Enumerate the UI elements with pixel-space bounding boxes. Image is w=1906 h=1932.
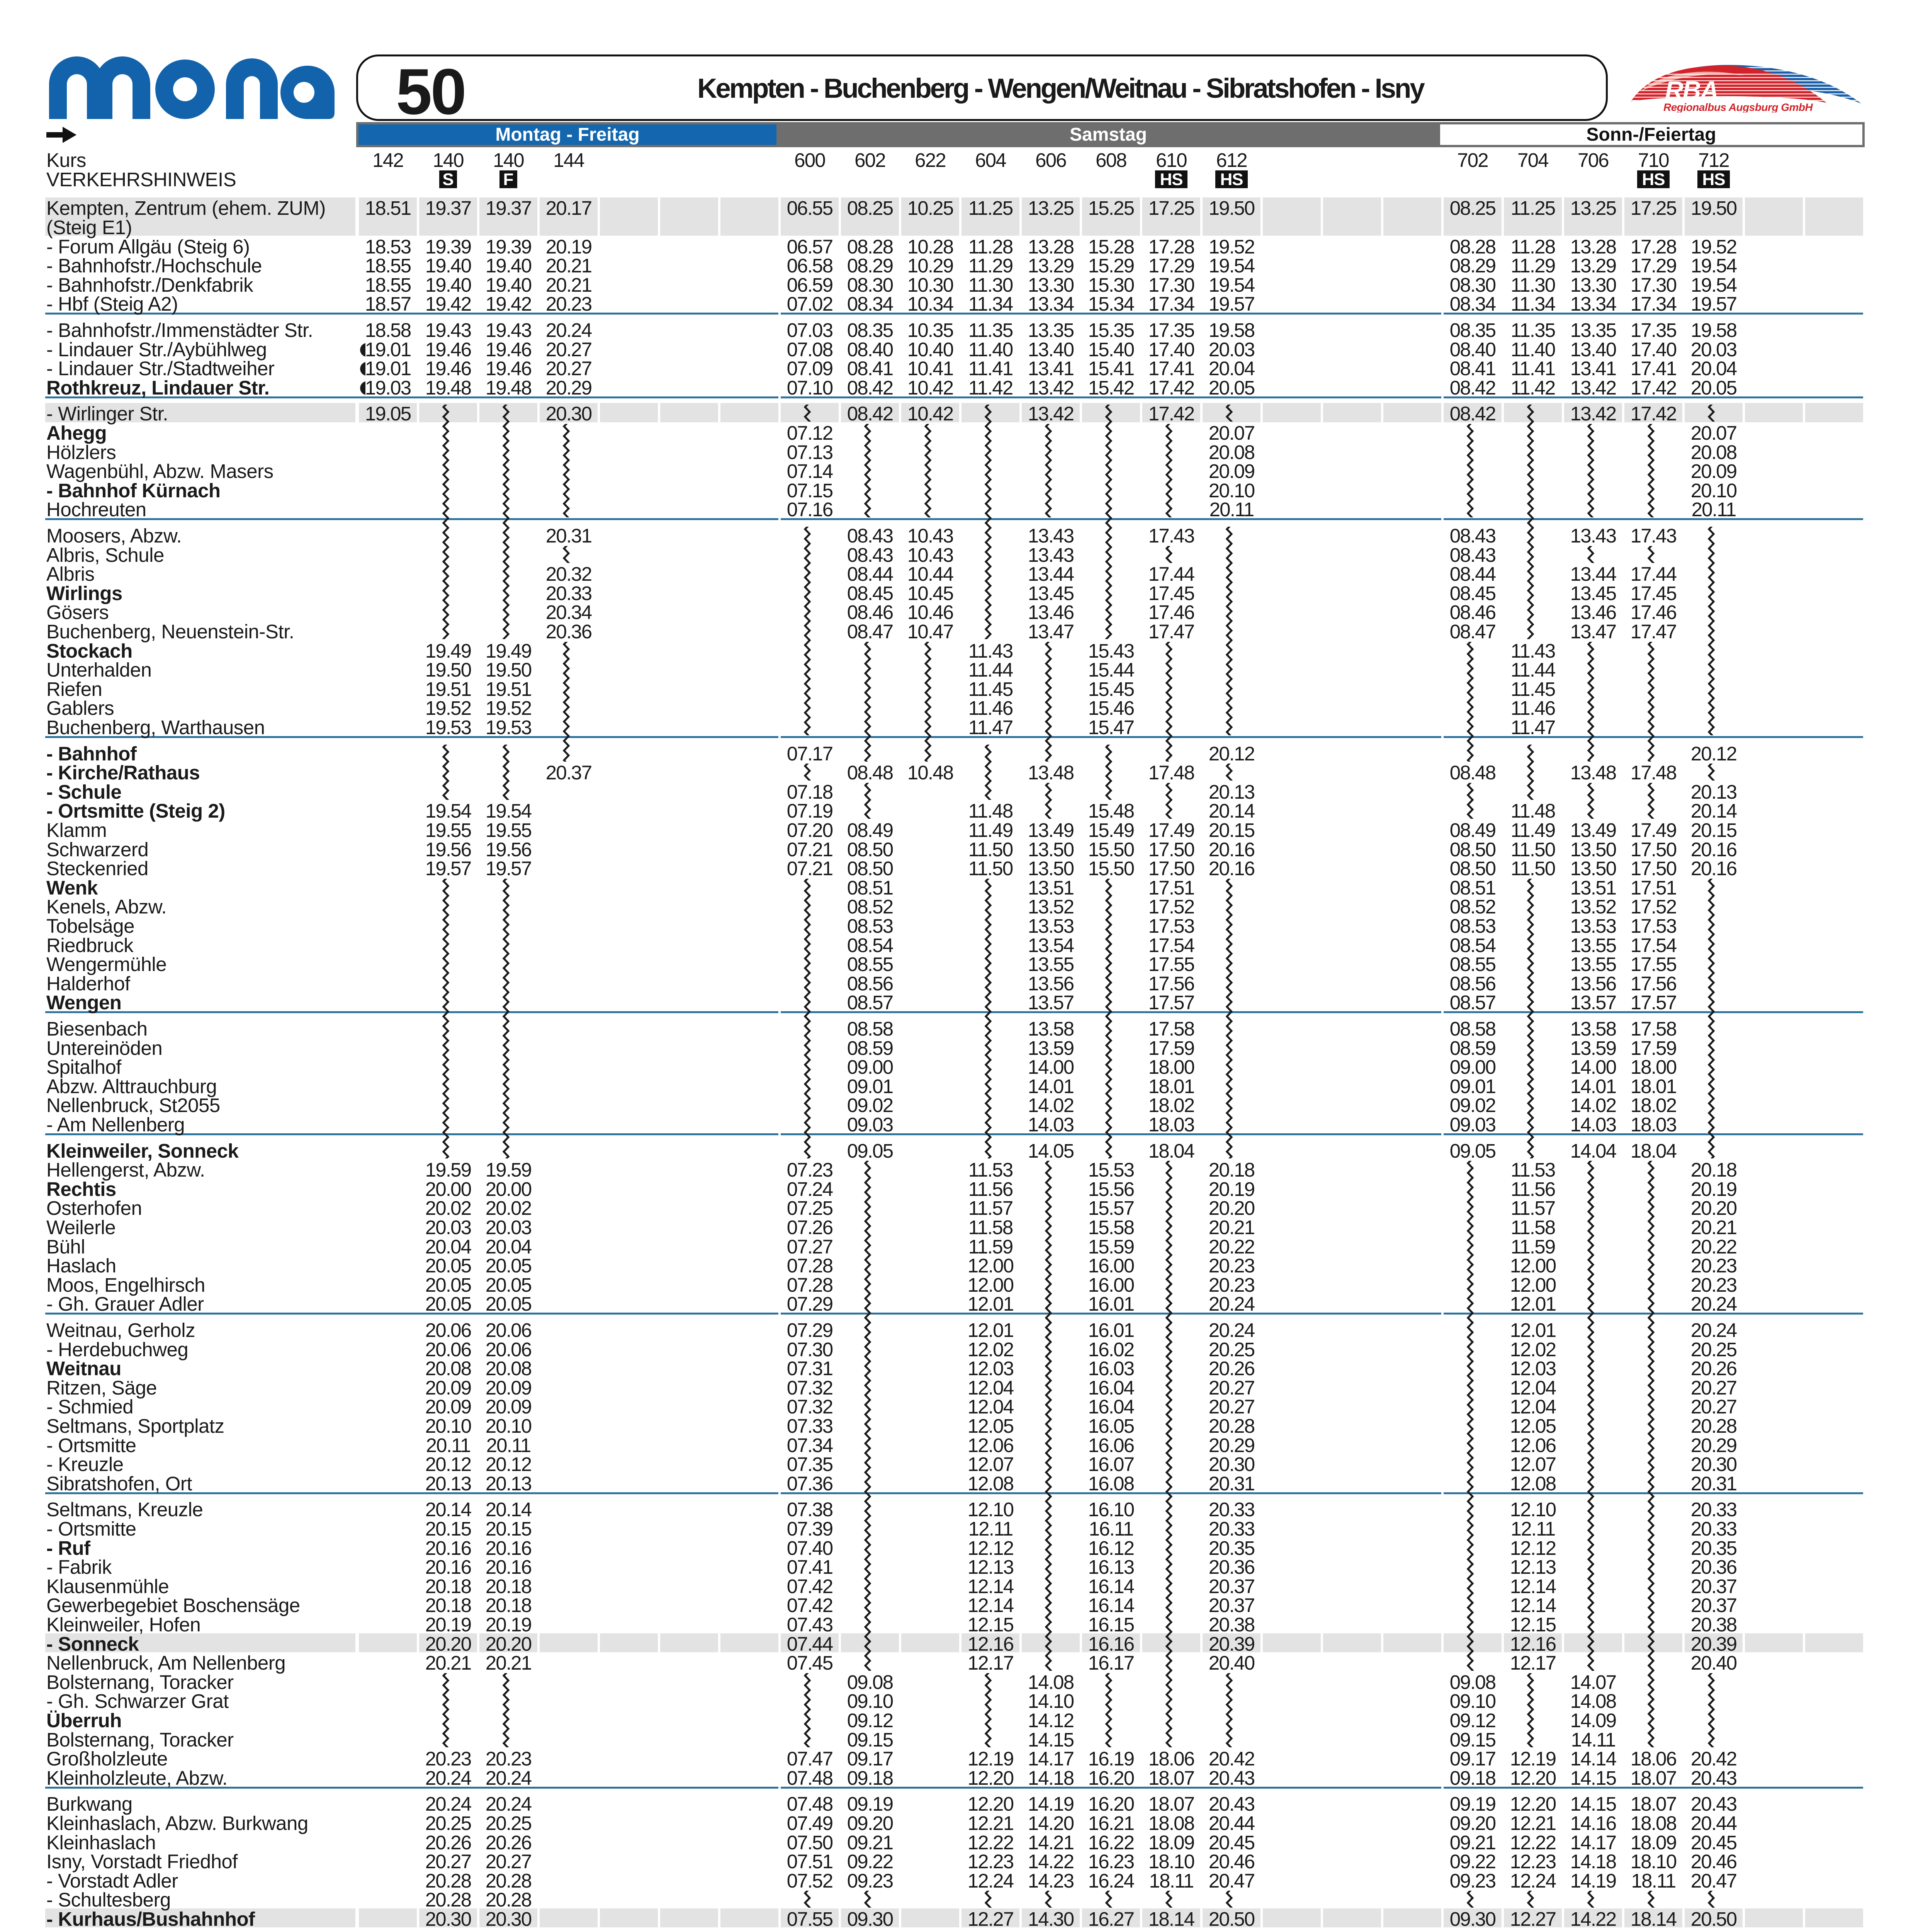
- svg-text:Regionalbus Augsburg GmbH: Regionalbus Augsburg GmbH: [1663, 101, 1813, 112]
- svg-text:RBA: RBA: [1665, 76, 1718, 104]
